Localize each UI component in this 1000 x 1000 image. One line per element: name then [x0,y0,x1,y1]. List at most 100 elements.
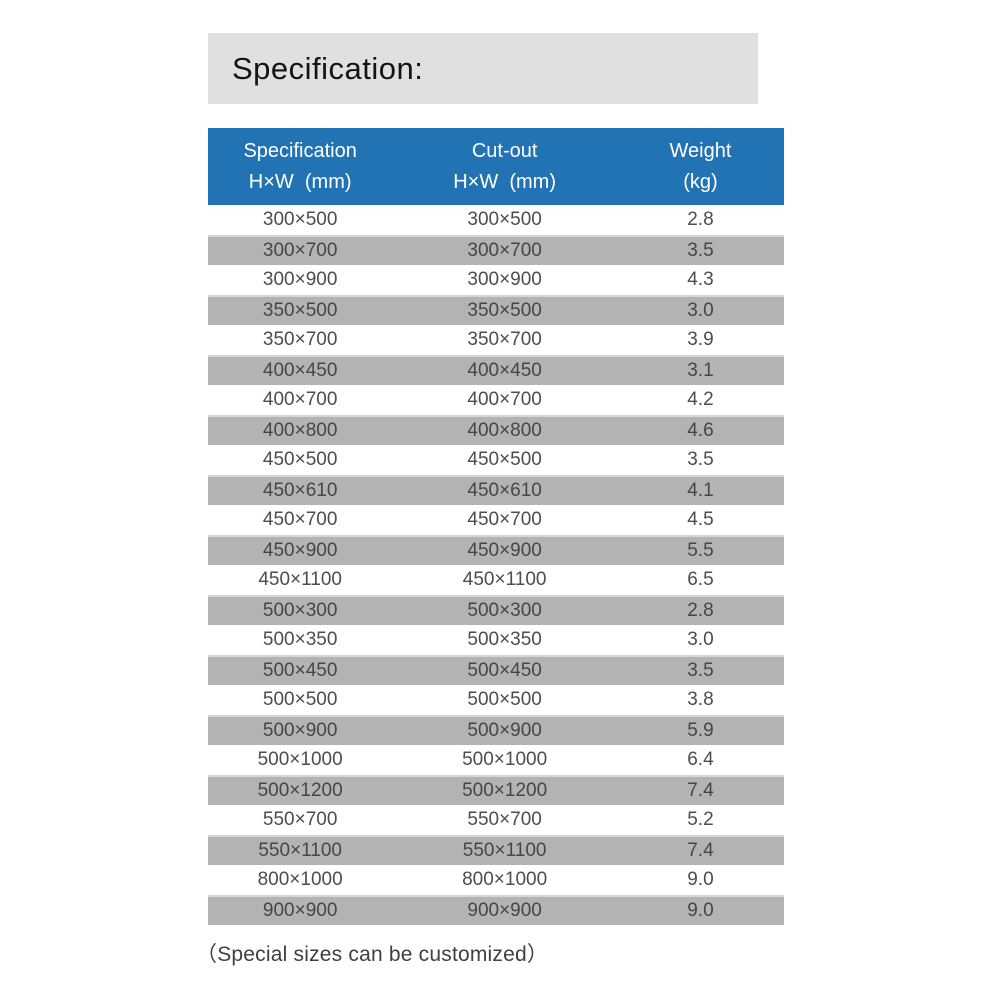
spec-cell: 300×700 [262,240,338,261]
spec-cell: 500×450 [262,660,338,681]
spec-cell: 450×900 [262,540,338,561]
weight-cell: 6.4 [687,749,714,770]
weight-cell: 7.4 [687,780,714,801]
weight-cell: 6.5 [687,569,714,590]
table-row: 400×800 400×800 4.6 [208,415,784,445]
cutout-cell: 500×350 [467,629,542,650]
footer-note: （Special sizes can be customized） [196,943,549,966]
spec-cell: 450×500 [262,449,338,470]
weight-cell: 3.5 [687,449,714,470]
cutout-cell: 500×450 [467,660,542,681]
column-header-label: Specification [243,139,357,162]
weight-cell: 4.5 [687,509,714,530]
column-header-label: Cut-out [471,139,538,162]
cutout-cell: 500×1200 [462,780,548,801]
table-row: 800×1000 800×1000 9.0 [208,865,784,895]
table-row: 500×350 500×350 3.0 [208,625,784,655]
table-row: 500×900 500×900 5.9 [208,715,784,745]
cutout-cell: 450×900 [467,540,542,561]
table-row: 500×1000 500×1000 6.4 [208,745,784,775]
column-header-unit: (kg) [683,170,718,193]
cutout-cell: 500×1000 [462,749,548,770]
spec-cell: 800×1000 [257,869,343,890]
spec-cell: 500×350 [262,629,338,650]
weight-cell: 3.8 [687,689,714,710]
table-row: 450×500 450×500 3.5 [208,445,784,475]
table-row: 300×700 300×700 3.5 [208,235,784,265]
table-row: 550×700 550×700 5.2 [208,805,784,835]
spec-cell: 500×1000 [257,749,343,770]
spec-cell: 550×700 [262,809,338,830]
table-body: 300×500 300×500 2.8 300×700 300×700 3.5 … [208,205,784,925]
cutout-cell: 500×300 [467,600,542,621]
cutout-cell: 450×700 [467,509,542,530]
table-row: 500×1200 500×1200 7.4 [208,775,784,805]
cutout-cell: 450×610 [467,480,542,501]
table-row: 400×700 400×700 4.2 [208,385,784,415]
weight-cell: 5.2 [687,809,714,830]
cutout-cell: 900×900 [467,900,542,921]
cutout-cell: 550×1100 [462,840,547,861]
table-row: 450×700 450×700 4.5 [208,505,784,535]
spec-cell: 500×500 [262,689,338,710]
table-row: 450×900 450×900 5.5 [208,535,784,565]
title-bar: Specification: [208,33,758,104]
table-row: 300×900 300×900 4.3 [208,265,784,295]
page-title: Specification: [232,50,424,86]
cutout-cell: 550×700 [467,809,542,830]
table-row: 550×1100 550×1100 7.4 [208,835,784,865]
cutout-cell: 400×450 [467,360,542,381]
weight-cell: 3.5 [687,240,714,261]
weight-cell: 2.8 [687,600,714,621]
weight-cell: 4.2 [687,389,714,410]
spec-cell: 900×900 [262,900,338,921]
cutout-cell: 450×1100 [462,569,547,590]
weight-cell: 3.0 [687,300,714,321]
weight-cell: 5.9 [687,720,714,741]
spec-cell: 400×800 [262,420,338,441]
weight-cell: 9.0 [687,869,714,890]
spec-cell: 500×1200 [257,780,343,801]
cutout-cell: 500×900 [467,720,542,741]
spec-cell: 400×450 [262,360,338,381]
spec-cell: 500×300 [262,600,338,621]
table-row: 350×500 350×500 3.0 [208,295,784,325]
table-row: 900×900 900×900 9.0 [208,895,784,925]
spec-cell: 300×900 [262,269,338,290]
weight-cell: 3.0 [687,629,714,650]
spec-cell: 450×700 [262,509,338,530]
weight-cell: 4.6 [687,420,714,441]
specification-table: Specification H×W (mm) Cut-out H×W (mm) … [208,128,784,925]
cutout-cell: 500×500 [467,689,542,710]
cutout-cell: 300×900 [467,269,542,290]
cutout-cell: 400×800 [467,420,542,441]
column-header-label: Weight [669,139,732,162]
weight-cell: 3.5 [687,660,714,681]
column-header-unit: H×W (mm) [248,170,352,193]
table-header-row: Specification H×W (mm) Cut-out H×W (mm) … [208,128,784,205]
spec-cell: 450×1100 [258,569,342,590]
spec-cell: 350×700 [262,329,338,350]
column-header-specification: Specification H×W (mm) [208,136,392,198]
cutout-cell: 350×500 [467,300,542,321]
table-row: 500×450 500×450 3.5 [208,655,784,685]
spec-cell: 450×610 [262,480,338,501]
table-row: 350×700 350×700 3.9 [208,325,784,355]
table-row: 500×500 500×500 3.8 [208,685,784,715]
spec-cell: 300×500 [262,209,338,230]
weight-cell: 4.3 [687,269,714,290]
table-row: 450×1100 450×1100 6.5 [208,565,784,595]
weight-cell: 4.1 [687,480,714,501]
cutout-cell: 450×500 [467,449,542,470]
cutout-cell: 300×700 [467,240,542,261]
cutout-cell: 800×1000 [462,869,548,890]
spec-cell: 400×700 [262,389,338,410]
weight-cell: 7.4 [687,840,714,861]
weight-cell: 3.9 [687,329,714,350]
weight-cell: 2.8 [687,209,714,230]
weight-cell: 3.1 [687,360,714,381]
column-header-unit: H×W (mm) [453,170,556,193]
cutout-cell: 350×700 [467,329,542,350]
spec-cell: 350×500 [262,300,338,321]
